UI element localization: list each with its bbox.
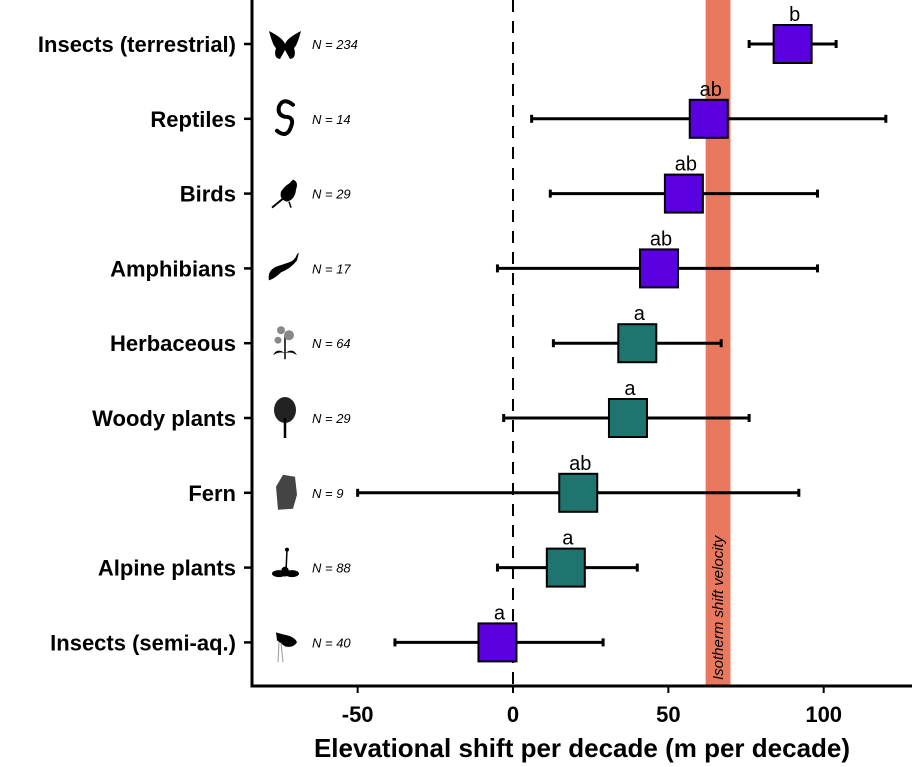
forest-row: ab	[356, 453, 801, 513]
forest-row: a	[495, 528, 639, 588]
alpine-plant-icon	[272, 547, 299, 578]
mean-marker	[558, 472, 599, 513]
significance-letter: a	[634, 303, 646, 325]
fern-icon	[276, 474, 297, 510]
significance-letter: ab	[569, 453, 591, 475]
sample-size-label: N = 88	[312, 561, 351, 576]
sample-size-label: N = 29	[312, 187, 351, 202]
mean-marker	[639, 248, 680, 289]
x-tick-label: 100	[805, 702, 842, 727]
category-label: Woody plants	[92, 406, 236, 431]
x-tick-label: 0	[507, 702, 519, 727]
category-label: Insects (terrestrial)	[38, 32, 236, 57]
mean-marker	[617, 323, 658, 364]
sample-size-label: N = 9	[312, 486, 343, 501]
forest-row: a	[393, 602, 605, 663]
forest-row: a	[551, 303, 723, 364]
forest-row: a	[502, 378, 751, 438]
sample-size-label: N = 64	[312, 336, 351, 351]
butterfly-icon	[269, 31, 301, 59]
x-tick-label: 50	[656, 702, 680, 727]
salamander-icon	[268, 252, 299, 281]
significance-letter: ab	[700, 79, 722, 101]
mean-marker	[688, 98, 729, 139]
sample-size-label: N = 17	[312, 261, 351, 276]
significance-letter: ab	[650, 228, 672, 250]
mean-marker	[663, 173, 704, 214]
mean-marker	[607, 398, 648, 438]
x-tick-label: -50	[342, 702, 374, 727]
snake-icon	[275, 99, 295, 136]
forest-row: ab	[530, 79, 888, 139]
flower-icon	[273, 326, 297, 360]
mean-marker	[545, 547, 586, 588]
sample-size-label: N = 29	[312, 411, 351, 426]
sample-size-label: N = 14	[312, 112, 351, 127]
sample-size-label: N = 234	[312, 37, 358, 52]
forest-row: ab	[548, 154, 819, 214]
mean-marker	[477, 622, 518, 663]
category-label: Insects (semi-aq.)	[50, 630, 236, 655]
category-label: Reptiles	[150, 107, 236, 132]
band-label: Isotherm shift velocity	[710, 534, 727, 680]
significance-letter: a	[494, 602, 506, 624]
sample-size-label: N = 40	[312, 635, 351, 650]
tree-icon	[274, 397, 296, 438]
significance-letter: ab	[675, 154, 697, 176]
x-axis-title: Elevational shift per decade (m per deca…	[314, 733, 850, 763]
aquatic-insect-icon	[276, 632, 297, 663]
significance-letter: a	[624, 378, 636, 400]
significance-letter: a	[562, 528, 574, 550]
mean-marker	[772, 24, 813, 64]
category-label: Amphibians	[110, 256, 236, 281]
category-label: Alpine plants	[98, 556, 236, 581]
category-label: Birds	[180, 182, 236, 207]
forest-row: ab	[495, 228, 819, 289]
significance-letter: b	[789, 4, 800, 26]
category-label: Fern	[188, 481, 236, 506]
bird-icon	[271, 179, 297, 209]
forest-row: b	[747, 4, 838, 64]
category-label: Herbaceous	[110, 331, 236, 356]
